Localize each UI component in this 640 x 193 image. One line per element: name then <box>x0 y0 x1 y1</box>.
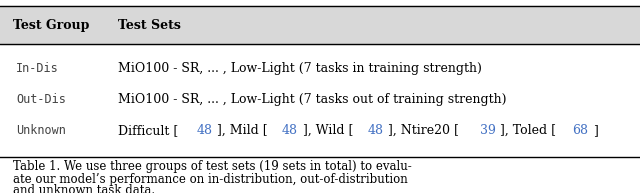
Text: 68: 68 <box>573 124 589 137</box>
Text: 48: 48 <box>196 124 212 137</box>
Text: Test Group: Test Group <box>13 19 89 32</box>
Text: MiO100 - SR, ... , Low-Light (7 tasks out of training strength): MiO100 - SR, ... , Low-Light (7 tasks ou… <box>118 93 507 106</box>
Text: Test Sets: Test Sets <box>118 19 181 32</box>
Text: Out-Dis: Out-Dis <box>16 93 66 106</box>
Text: Table 1. We use three groups of test sets (19 sets in total) to evalu-: Table 1. We use three groups of test set… <box>13 160 412 174</box>
Text: MiO100 - SR, ... , Low-Light (7 tasks in training strength): MiO100 - SR, ... , Low-Light (7 tasks in… <box>118 62 483 75</box>
Text: In-Dis: In-Dis <box>16 62 59 75</box>
Text: ], Ntire20 [: ], Ntire20 [ <box>388 124 460 137</box>
Text: ], Wild [: ], Wild [ <box>303 124 353 137</box>
Text: Difficult [: Difficult [ <box>118 124 179 137</box>
Bar <box>0 6 640 44</box>
Text: ], Mild [: ], Mild [ <box>217 124 268 137</box>
Text: 48: 48 <box>282 124 298 137</box>
Text: ate our model’s performance on in-distribution, out-of-distribution: ate our model’s performance on in-distri… <box>13 173 408 186</box>
Text: and unknown task data.: and unknown task data. <box>13 184 155 193</box>
Text: Unknown: Unknown <box>16 124 66 137</box>
Text: 48: 48 <box>368 124 384 137</box>
Text: 39: 39 <box>480 124 496 137</box>
Text: ]: ] <box>593 124 598 137</box>
Text: ], Toled [: ], Toled [ <box>500 124 556 137</box>
